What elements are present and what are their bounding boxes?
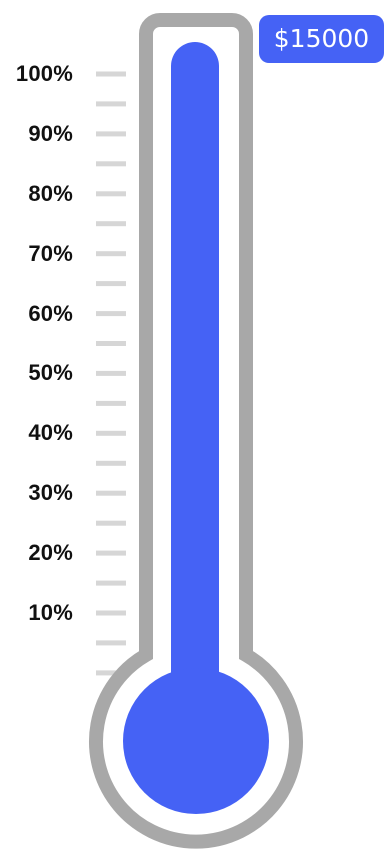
scale-label: 100% (15, 61, 73, 86)
goal-amount-badge: $15000 (259, 15, 384, 63)
major-tick (96, 490, 126, 496)
minor-tick (96, 101, 126, 107)
minor-tick (96, 341, 126, 346)
minor-tick (96, 221, 126, 227)
major-tick (96, 610, 126, 616)
major-tick (96, 550, 126, 556)
scale-label: 60% (28, 300, 73, 326)
scale-label: 50% (28, 360, 73, 386)
minor-tick (96, 281, 126, 287)
minor-tick (96, 520, 126, 526)
minor-tick (96, 400, 126, 406)
major-tick (96, 430, 126, 436)
scale-label: 30% (28, 480, 73, 506)
minor-tick (96, 161, 126, 167)
major-tick (96, 311, 126, 317)
major-tick (96, 370, 126, 376)
scale-ticks (96, 71, 126, 676)
scale-label: 20% (28, 540, 73, 566)
scale-label: 10% (28, 600, 73, 625)
major-tick (96, 71, 126, 77)
major-tick (96, 191, 126, 197)
progress-fill-bulb (123, 668, 269, 814)
minor-tick (96, 580, 126, 586)
progress-fill-column (171, 42, 219, 700)
minor-tick (96, 460, 126, 466)
scale-label: 90% (28, 120, 73, 146)
scale-label: 40% (28, 420, 73, 446)
scale-label: 70% (28, 240, 73, 266)
minor-tick (96, 640, 126, 646)
major-tick (96, 670, 126, 676)
major-tick (96, 251, 126, 257)
scale-label: 80% (28, 180, 73, 206)
major-tick (96, 131, 126, 137)
